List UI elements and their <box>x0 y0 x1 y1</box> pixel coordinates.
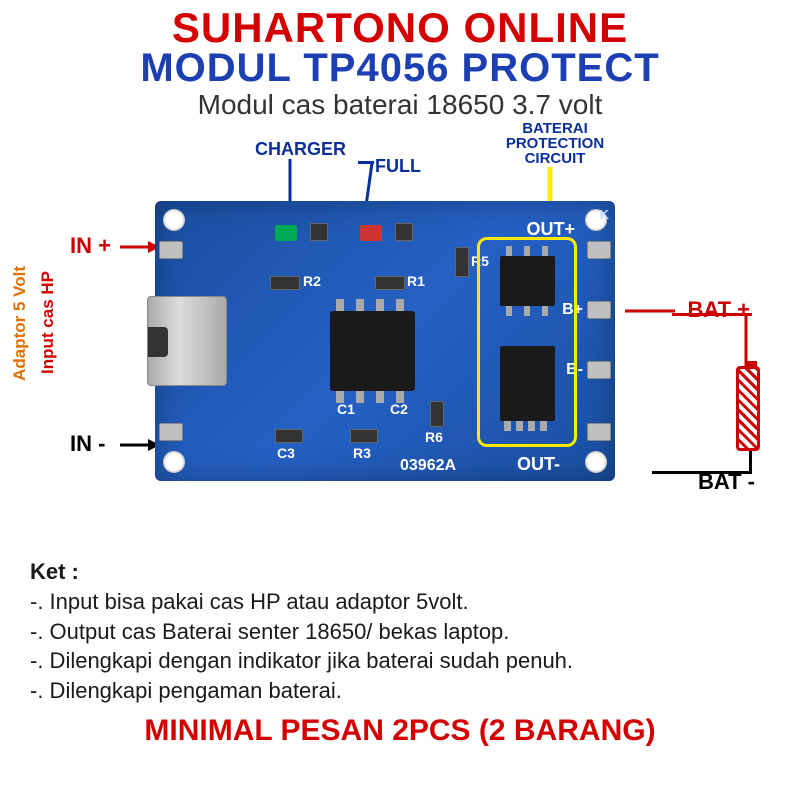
mounting-hole <box>163 451 185 473</box>
brand-title: SUHARTONO ONLINE <box>0 0 800 52</box>
footer-notice: MINIMAL PESAN 2PCS (2 BARANG) <box>0 714 800 748</box>
pad-out-minus <box>587 423 611 441</box>
pad-b-plus <box>587 301 611 319</box>
product-description: Modul cas baterai 18650 3.7 volt <box>0 89 800 121</box>
silk-c2: C2 <box>390 401 408 417</box>
silk-k: K <box>600 207 609 222</box>
notes-line: -. Input bisa pakai cas HP atau adaptor … <box>30 587 770 617</box>
smd-c3 <box>275 429 303 443</box>
led-full <box>360 225 382 241</box>
silk-board-id: 03962A <box>400 457 456 475</box>
smd-r6 <box>430 401 444 427</box>
battery-icon <box>736 366 760 451</box>
micro-usb-port <box>147 296 227 386</box>
callout-in-minus: IN - <box>70 431 105 457</box>
line-icon <box>625 305 675 317</box>
smd-component <box>310 223 328 241</box>
pad-in-plus <box>159 241 183 259</box>
ic-tp4056 <box>330 311 415 391</box>
pcb-board: OUT+ OUT- B+ B- R1 R2 R3 R5 R6 C1 C2 C3 … <box>155 201 615 481</box>
silk-r2: R2 <box>303 273 321 289</box>
notes-title: Ket : <box>30 559 770 585</box>
silk-r6: R6 <box>425 429 443 445</box>
protection-highlight-box <box>477 237 577 447</box>
label-input-cas: Input cas HP <box>38 271 58 374</box>
notes-line: -. Dilengkapi dengan indikator jika bate… <box>30 646 770 676</box>
label-adaptor: Adaptor 5 Volt <box>10 266 30 381</box>
pad-in-minus <box>159 423 183 441</box>
smd-r2 <box>270 276 300 290</box>
arrow-icon <box>120 439 160 451</box>
callout-in-plus: IN + <box>70 233 111 259</box>
callout-charger: CHARGER <box>255 139 346 160</box>
arrow-icon <box>120 241 160 253</box>
callout-line <box>358 161 374 164</box>
led-charging <box>275 225 297 241</box>
notes-line: -. Dilengkapi pengaman baterai. <box>30 676 770 706</box>
callout-protection: BATERAI PROTECTION CIRCUIT <box>490 121 620 166</box>
smd-r3 <box>350 429 378 443</box>
product-title: MODUL TP4056 PROTECT <box>0 46 800 91</box>
notes-section: Ket : -. Input bisa pakai cas HP atau ad… <box>0 551 800 706</box>
silk-c3: C3 <box>277 445 295 461</box>
notes-line: -. Output cas Baterai senter 18650/ beka… <box>30 617 770 647</box>
callout-full: FULL <box>375 156 421 177</box>
smd-component <box>395 223 413 241</box>
pad-out-plus <box>587 241 611 259</box>
pad-b-minus <box>587 361 611 379</box>
mounting-hole <box>163 209 185 231</box>
silk-out-minus: OUT- <box>517 454 560 475</box>
mounting-hole <box>585 451 607 473</box>
line-icon <box>672 313 752 316</box>
smd-r1 <box>375 276 405 290</box>
silk-c1: C1 <box>337 401 355 417</box>
line-icon <box>652 471 752 474</box>
silk-r3: R3 <box>353 445 371 461</box>
silk-r1: R1 <box>407 273 425 289</box>
pcb-diagram: CHARGER FULL BATERAI PROTECTION CIRCUIT … <box>0 121 800 551</box>
smd-r5 <box>455 247 469 277</box>
